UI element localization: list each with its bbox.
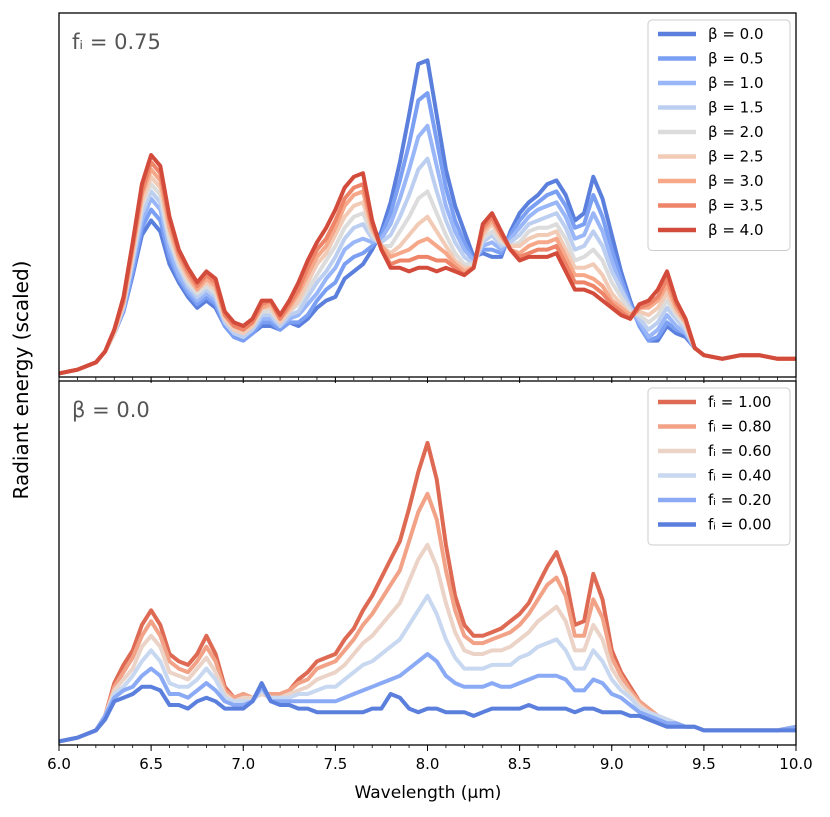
x-tick-label: 7.0 [231,755,255,773]
legend-entry: fᵢ = 0.00 [708,516,771,534]
series-line-3 [59,542,796,744]
legend-entry: β = 0.5 [708,50,764,68]
legend-entry: β = 1.0 [708,74,764,92]
series-line-5 [59,182,796,376]
series-line-9 [59,153,796,376]
legend-box [647,19,791,251]
legend: β = 0.0 β = 0.5 β = 1.0 β = 1.5 β = 2.0 β = 2… [647,19,791,251]
legend: fᵢ = 1.00 fᵢ = 0.80 fᵢ = 0.60 fᵢ = 0.40 fᵢ =… [647,387,791,546]
legend-entry: fᵢ = 0.20 [708,491,771,509]
x-tick-label: 7.5 [323,755,347,773]
legend-entry: β = 3.0 [708,172,764,190]
x-tick-label: 9.0 [600,755,624,773]
x-tick-label: 8.5 [508,755,532,773]
panel-label: fᵢ = 0.75 [72,30,161,54]
legend-entry: fᵢ = 0.80 [708,418,771,436]
series-line-6 [59,681,796,744]
legend-entry: β = 1.5 [708,99,764,117]
series-group [59,440,796,744]
series-line-5 [59,652,796,744]
panel-2: 6.0 6.5 7.0 7.5 8.0 8.5 9.0 9.5 10.0 β = 0.0 fᵢ = … [47,380,813,773]
x-tick-label: 6.0 [47,755,71,773]
legend-entry: β = 2.0 [708,123,764,141]
legend-entry: β = 0.0 [708,25,764,43]
x-tick-label: 9.5 [692,755,716,773]
x-tick-label: 6.5 [139,755,163,773]
x-tick-label: 8.0 [416,755,440,773]
legend-entry: fᵢ = 1.00 [708,393,771,411]
series-line-2 [59,491,796,744]
legend-entry: β = 3.5 [708,197,764,215]
series-line-4 [59,593,796,744]
y-axis-label: Radiant energy (scaled) [9,261,33,500]
series-line-4 [59,156,796,376]
legend-entry: β = 2.5 [708,148,764,166]
legend-entry: fᵢ = 0.60 [708,442,771,460]
legend-entry: fᵢ = 0.40 [708,467,771,485]
series-group [59,58,796,376]
panel-label: β = 0.0 [72,398,150,422]
x-tick-label: 10.0 [779,755,812,773]
legend-entry: β = 4.0 [708,221,764,239]
panel-1: fᵢ = 0.75 β = 0.0β = 0.5β = 1.0β = 1.5β =… [58,12,797,383]
x-axis-label: Wavelength (µm) [355,783,502,803]
